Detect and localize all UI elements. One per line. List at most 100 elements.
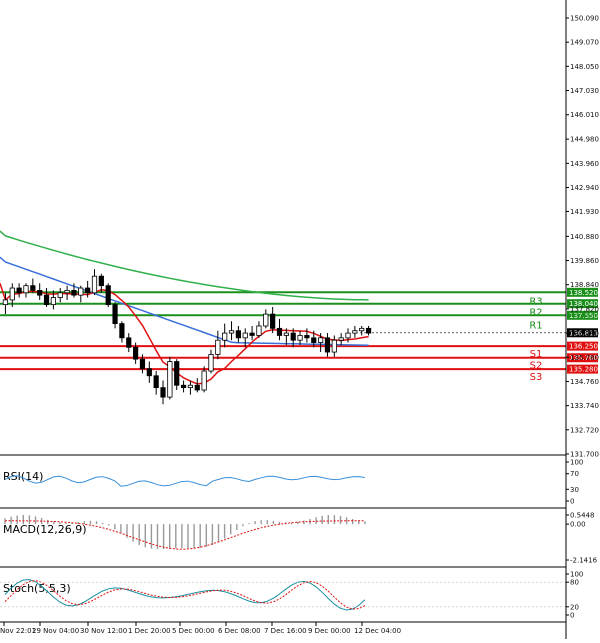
candle-body [318, 337, 324, 343]
level-price-tag [567, 310, 598, 320]
candle-body [270, 313, 276, 329]
level-name-s1: S1 [530, 349, 543, 360]
candle-body [345, 332, 351, 339]
level-name-s2: S2 [530, 361, 543, 372]
level-price-tag [567, 353, 598, 363]
candle-body [276, 327, 283, 336]
level-name-r2: R2 [529, 308, 542, 319]
current-price-label: 136.813 [569, 329, 598, 337]
indicator-tick-label: 20 [570, 603, 579, 611]
price-tick-label: 131.700 [570, 451, 599, 459]
candle-body [112, 304, 118, 325]
indicator-tick-label: 30 [570, 486, 579, 494]
price-tick-label: 148.050 [570, 63, 599, 71]
level-name-r1: R1 [529, 320, 542, 331]
price-tick-label: 144.980 [570, 136, 599, 144]
price-tick-label: 133.740 [570, 402, 599, 410]
candle-body [153, 375, 159, 389]
candle-body [71, 290, 77, 296]
candle-body [290, 332, 296, 341]
level-price-label: 138.520 [569, 289, 598, 297]
candle-body [23, 285, 29, 294]
level-price-label: 135.280 [569, 366, 598, 374]
candle-body [139, 358, 146, 370]
indicator-tick-label: 100 [570, 571, 583, 579]
candle-body [311, 337, 317, 343]
price-tick-label: 138.840 [570, 281, 599, 289]
candle-body [91, 275, 98, 294]
candle-body [37, 290, 43, 296]
candle-body [249, 332, 255, 336]
price-tick-label: 149.070 [570, 39, 599, 47]
ma-slow-line [0, 230, 369, 301]
indicator-tick-label: -2.1416 [570, 557, 598, 565]
candle-body [352, 330, 358, 334]
candle-body [105, 285, 111, 306]
indicator-tick-label: 0 [570, 612, 574, 620]
grid [0, 454, 566, 623]
price-tick-label: 139.860 [570, 257, 599, 265]
indicator-tick-label: 70 [570, 470, 579, 478]
candle-body [263, 313, 269, 327]
price-tick-label: 134.760 [570, 378, 599, 386]
level-price-label: 135.760 [569, 354, 598, 362]
candle-body [331, 339, 337, 353]
time-tick-label: 1 Dec 20:00 [128, 627, 171, 635]
candle-body [215, 339, 221, 355]
price-tick-label: 147.030 [570, 87, 599, 95]
candle-body [174, 361, 180, 386]
macd-signal-line [5, 520, 365, 550]
candle-body [228, 330, 235, 334]
candle-body [64, 290, 70, 294]
candle-body [359, 327, 365, 332]
candle-body [194, 384, 200, 391]
level-price-tag [567, 341, 598, 351]
indicator-tick-label: 100 [570, 459, 583, 467]
candle-body [242, 332, 248, 339]
candle-body [85, 287, 91, 294]
hidden-level-label: 137.610 [569, 310, 598, 318]
candle-body [324, 337, 331, 353]
candle-body [50, 297, 56, 306]
level-price-tag [567, 299, 598, 309]
price-tick-label: 150.090 [570, 15, 599, 23]
indicator-name: Stoch(5,5,3) [3, 582, 71, 595]
price-tick-label: 137.820 [570, 305, 599, 313]
stoch-main-line [4, 579, 366, 611]
level-name-s3: S3 [530, 372, 543, 383]
candle-body [119, 323, 125, 339]
price-tick-label: 135.780 [570, 354, 599, 362]
candle-body [2, 299, 9, 306]
indicator-tick-label: 0.5448 [570, 512, 595, 520]
current-price-tag [567, 328, 598, 338]
candle-body [160, 387, 166, 398]
candle-body [78, 287, 84, 296]
time-tick-label: 7 Dec 16:00 [264, 627, 307, 635]
candle-body [222, 332, 228, 341]
rsi-line [4, 475, 365, 487]
price-tick-label: 142.940 [570, 184, 599, 192]
indicator-name: RSI(14) [3, 470, 43, 483]
candle-body [297, 335, 303, 341]
candles [2, 269, 372, 405]
time-tick-label: 9 Dec 00:00 [308, 627, 351, 635]
candle-body [201, 370, 207, 391]
price-tick-label: 136.790 [570, 330, 599, 338]
price-tick-label: 143.960 [570, 160, 599, 168]
level-price-tag [567, 364, 598, 374]
candle-body [235, 330, 241, 339]
candle-body [9, 287, 15, 301]
candle-body [208, 354, 214, 372]
level-price-tag [567, 287, 598, 297]
candle-body [256, 325, 262, 336]
candle-body [43, 294, 50, 306]
candle-body [16, 287, 22, 294]
candle-body [283, 332, 289, 336]
pivot-levels: R3 138.520 R2 138.040 R1 137.550 S1 136.250 S2 13… [0, 287, 598, 383]
candle-body [98, 275, 104, 287]
price-tick-label: 140.880 [570, 233, 599, 241]
candle-body [30, 285, 36, 291]
